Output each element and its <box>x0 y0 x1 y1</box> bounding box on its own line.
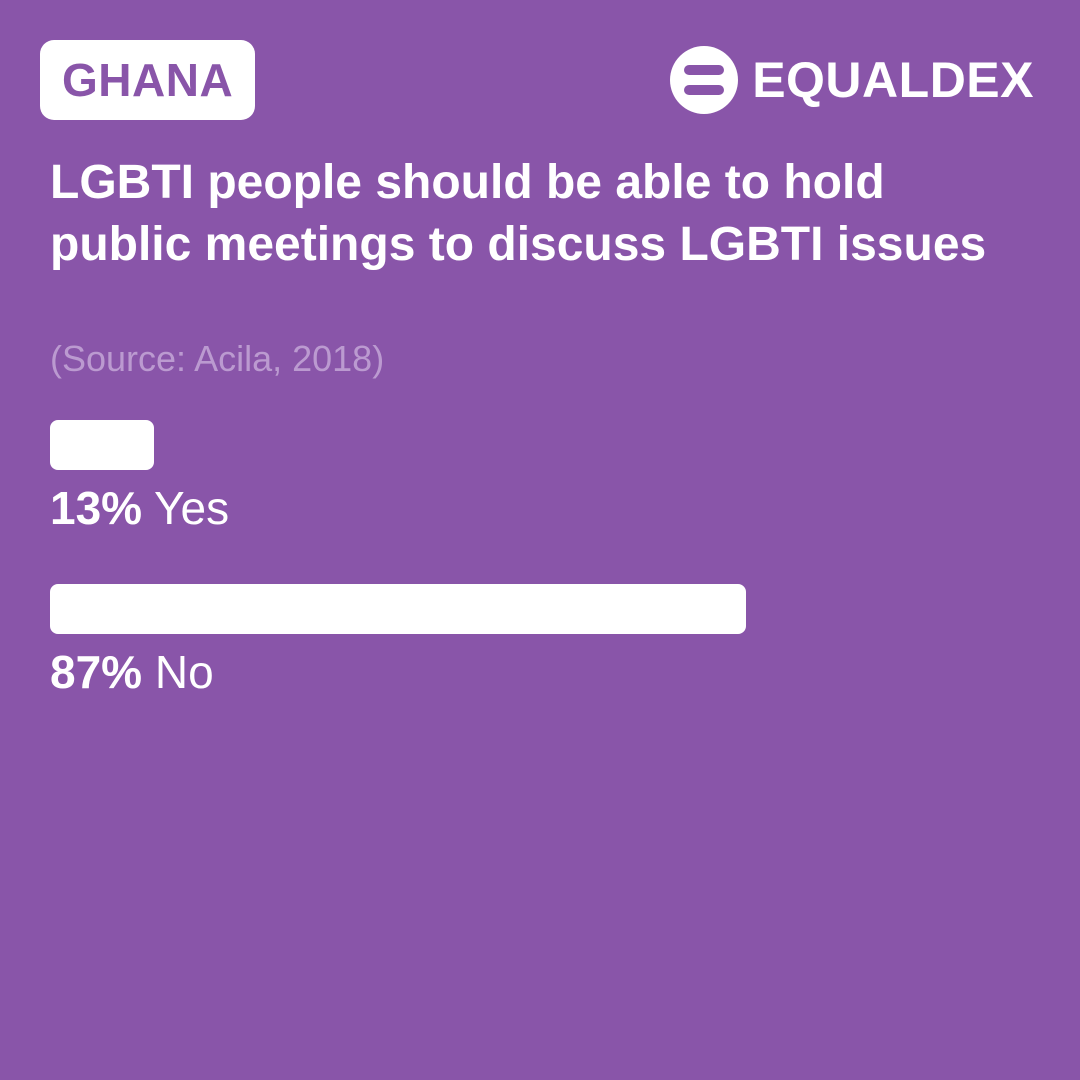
chart-title: LGBTI people should be able to hold publ… <box>50 156 987 271</box>
chart-source: (Source: Acila, 2018) <box>50 338 385 379</box>
bar-yes <box>50 420 154 470</box>
bar-category-label: Yes <box>154 482 230 534</box>
bar-chart: 13% Yes 87% No <box>50 420 850 748</box>
bar-value-label: 13% <box>50 482 143 534</box>
country-badge: GHANA <box>40 40 256 120</box>
bar-category-label: No <box>154 646 214 698</box>
bar-caption: 13% Yes <box>50 480 850 536</box>
bar-track <box>50 584 850 634</box>
bar-item: 13% Yes <box>50 420 850 584</box>
bar-item: 87% No <box>50 584 850 748</box>
brand-name: EQUALDEX <box>752 52 1034 108</box>
bar-track <box>50 420 850 470</box>
brand[interactable]: EQUALDEX <box>670 46 1034 114</box>
bar-value-label: 87% <box>50 646 143 698</box>
country-label: GHANA <box>62 54 234 106</box>
bar-no <box>50 584 746 634</box>
bar-caption: 87% No <box>50 644 850 700</box>
equaldex-logo-icon <box>670 46 739 114</box>
